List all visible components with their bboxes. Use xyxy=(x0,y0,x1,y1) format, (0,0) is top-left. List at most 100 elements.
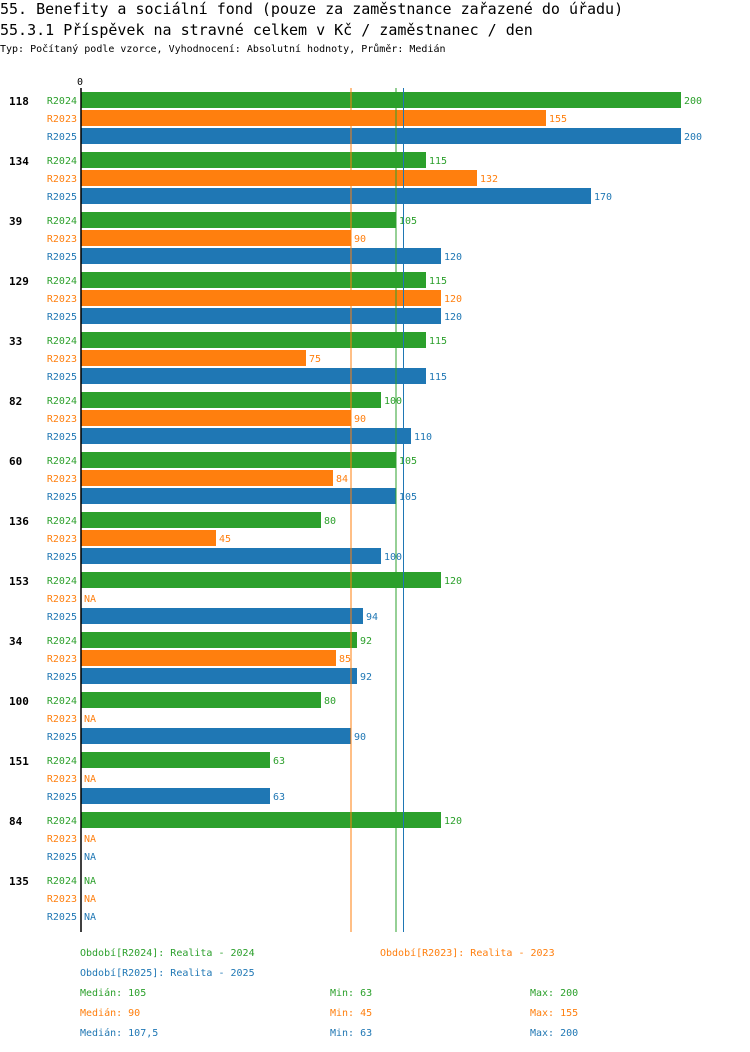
data-label: 115 xyxy=(429,156,447,167)
bar-153-r2025 xyxy=(81,608,363,624)
series-label-r2023: R2023 xyxy=(47,114,77,125)
chart-subtitle-metric: 55.3.1 Příspěvek na stravné celkem v Kč … xyxy=(0,21,533,39)
bar-60-r2023 xyxy=(81,470,333,486)
chart-title: 55. Benefity a sociální fond (pouze za z… xyxy=(0,0,624,18)
data-label: 132 xyxy=(480,174,498,185)
series-label-r2023: R2023 xyxy=(47,714,77,725)
bar-34-r2024 xyxy=(81,632,357,648)
bar-118-r2023 xyxy=(81,110,546,126)
data-label: 120 xyxy=(444,294,462,305)
stat-median-r2023: Medián: 90 xyxy=(80,1008,141,1019)
data-label: 75 xyxy=(309,354,321,365)
bar-100-r2024 xyxy=(81,692,321,708)
bar-100-r2025 xyxy=(81,728,351,744)
bar-82-r2023 xyxy=(81,410,351,426)
data-label: 80 xyxy=(324,516,336,527)
data-label: 120 xyxy=(444,576,462,587)
data-label: 80 xyxy=(324,696,336,707)
bar-136-r2025 xyxy=(81,548,381,564)
bar-129-r2023 xyxy=(81,290,441,306)
data-label: 100 xyxy=(384,396,402,407)
series-label-r2025: R2025 xyxy=(47,372,77,383)
na-label: NA xyxy=(84,774,96,785)
series-label-r2024: R2024 xyxy=(47,516,77,527)
series-label-r2025: R2025 xyxy=(47,252,77,263)
series-label-r2023: R2023 xyxy=(47,294,77,305)
stat-min-r2024: Min: 63 xyxy=(330,988,373,999)
series-label-r2024: R2024 xyxy=(47,876,77,887)
na-label: NA xyxy=(84,834,96,845)
data-label: 170 xyxy=(594,192,612,203)
series-label-r2023: R2023 xyxy=(47,534,77,545)
data-label: 63 xyxy=(273,792,285,803)
series-label-r2025: R2025 xyxy=(47,792,77,803)
series-label-r2024: R2024 xyxy=(47,396,77,407)
data-label: 105 xyxy=(399,492,417,503)
series-label-r2023: R2023 xyxy=(47,834,77,845)
series-label-r2024: R2024 xyxy=(47,816,77,827)
series-label-r2024: R2024 xyxy=(47,636,77,647)
legend-period-r2024: Období[R2024]: Realita - 2024 xyxy=(80,948,255,959)
data-label: 90 xyxy=(354,234,366,245)
bar-151-r2025 xyxy=(81,788,270,804)
group-label-84: 84 xyxy=(9,815,23,828)
bar-33-r2024 xyxy=(81,332,426,348)
bar-134-r2023 xyxy=(81,170,477,186)
data-label: 45 xyxy=(219,534,231,545)
stat-min-r2023: Min: 45 xyxy=(330,1008,373,1019)
data-label: 63 xyxy=(273,756,285,767)
na-label: NA xyxy=(84,714,96,725)
group-label-60: 60 xyxy=(9,455,22,468)
data-label: 155 xyxy=(549,114,567,125)
data-label: 200 xyxy=(684,132,702,143)
series-label-r2025: R2025 xyxy=(47,552,77,563)
series-label-r2024: R2024 xyxy=(47,756,77,767)
data-label: 115 xyxy=(429,336,447,347)
series-label-r2025: R2025 xyxy=(47,312,77,323)
series-label-r2024: R2024 xyxy=(47,156,77,167)
data-label: 94 xyxy=(366,612,378,623)
data-label: 90 xyxy=(354,414,366,425)
bar-34-r2025 xyxy=(81,668,357,684)
series-label-r2023: R2023 xyxy=(47,894,77,905)
series-label-r2024: R2024 xyxy=(47,576,77,587)
stat-max-r2025: Max: 200 xyxy=(530,1028,579,1039)
data-label: 120 xyxy=(444,816,462,827)
group-label-136: 136 xyxy=(9,515,29,528)
bar-39-r2024 xyxy=(81,212,396,228)
bar-60-r2025 xyxy=(81,488,396,504)
bar-134-r2024 xyxy=(81,152,426,168)
bar-84-r2024 xyxy=(81,812,441,828)
stat-max-r2024: Max: 200 xyxy=(530,988,579,999)
series-label-r2024: R2024 xyxy=(47,216,77,227)
series-label-r2024: R2024 xyxy=(47,276,77,287)
bar-151-r2024 xyxy=(81,752,270,768)
series-label-r2024: R2024 xyxy=(47,96,77,107)
group-label-100: 100 xyxy=(9,695,29,708)
series-label-r2023: R2023 xyxy=(47,234,77,245)
bar-39-r2025 xyxy=(81,248,441,264)
series-label-r2023: R2023 xyxy=(47,354,77,365)
bar-136-r2023 xyxy=(81,530,216,546)
na-label: NA xyxy=(84,894,96,905)
bar-82-r2024 xyxy=(81,392,381,408)
series-label-r2025: R2025 xyxy=(47,132,77,143)
group-label-129: 129 xyxy=(9,275,29,288)
group-label-135: 135 xyxy=(9,875,29,888)
bar-118-r2025 xyxy=(81,128,681,144)
group-label-39: 39 xyxy=(9,215,22,228)
series-label-r2024: R2024 xyxy=(47,336,77,347)
series-label-r2023: R2023 xyxy=(47,654,77,665)
stat-max-r2023: Max: 155 xyxy=(530,1008,579,1019)
bar-136-r2024 xyxy=(81,512,321,528)
group-label-134: 134 xyxy=(9,155,29,168)
data-label: 110 xyxy=(414,432,432,443)
data-label: 90 xyxy=(354,732,366,743)
series-label-r2025: R2025 xyxy=(47,732,77,743)
series-label-r2023: R2023 xyxy=(47,414,77,425)
data-label: 200 xyxy=(684,96,702,107)
data-label: 85 xyxy=(339,654,351,665)
na-label: NA xyxy=(84,912,96,923)
group-label-118: 118 xyxy=(9,95,29,108)
na-label: NA xyxy=(84,852,96,863)
